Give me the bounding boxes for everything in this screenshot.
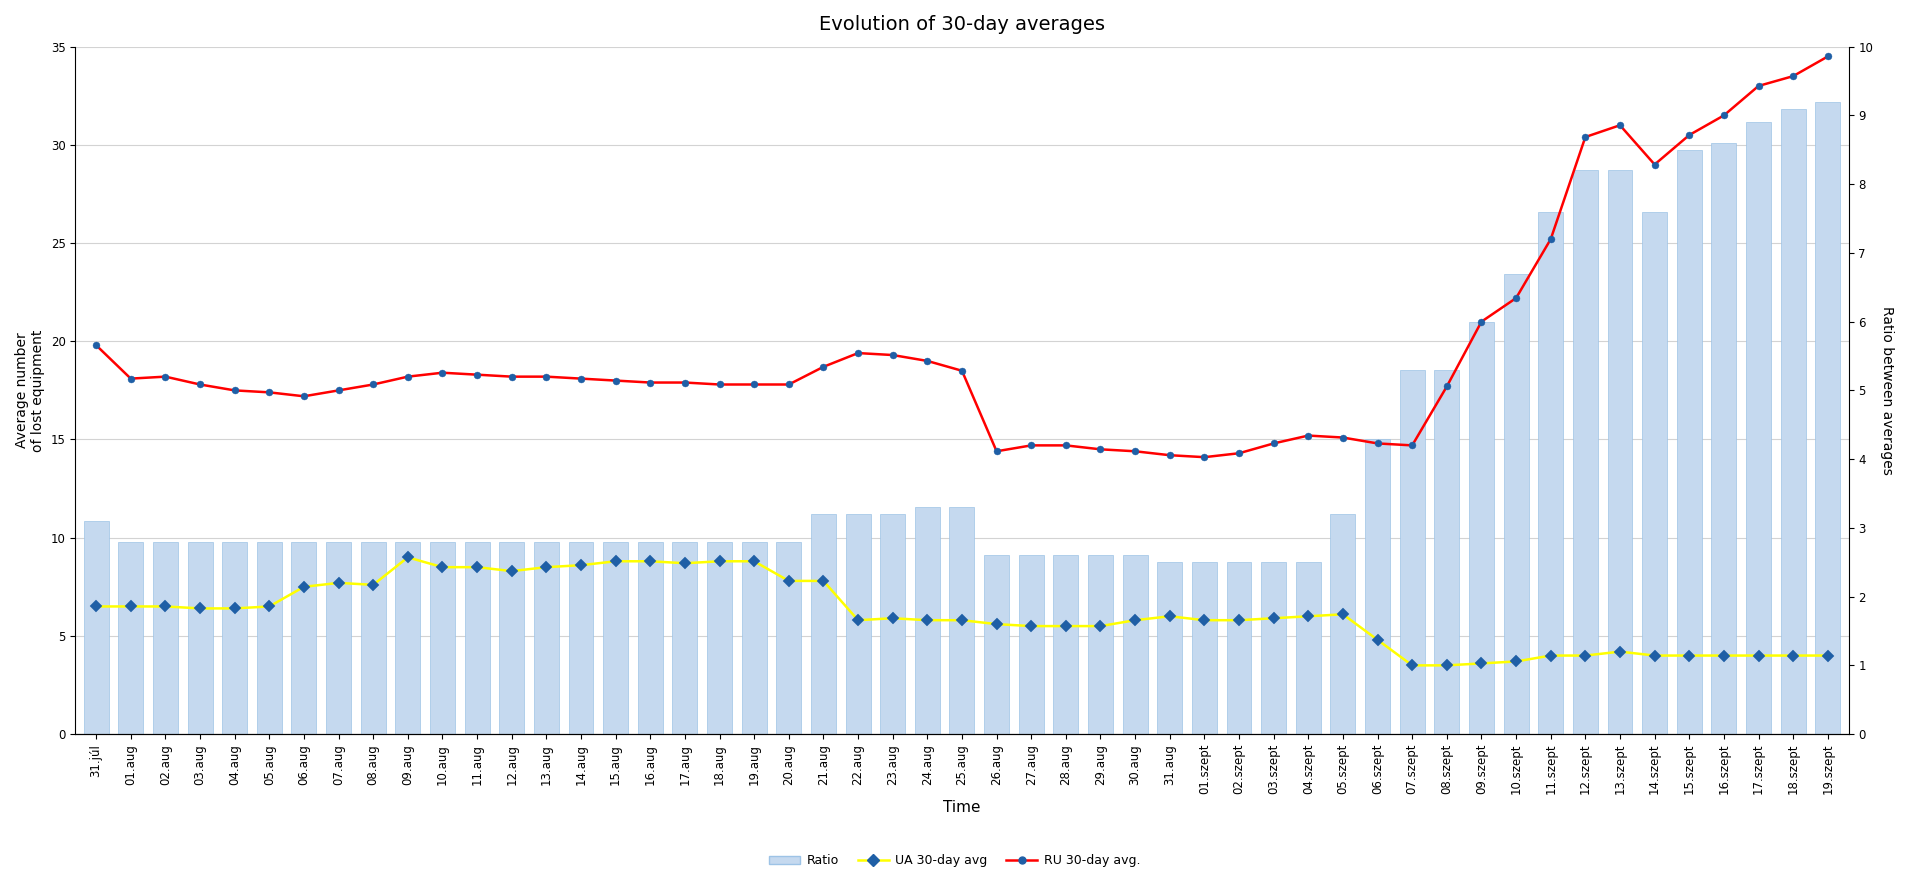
Bar [464, 541, 489, 734]
Bar [221, 541, 246, 734]
Bar [1054, 555, 1079, 734]
RU 30-day avg. [1193, 452, 1216, 463]
Bar [430, 541, 454, 734]
RU 30-day avg. [84, 340, 107, 351]
UA 30-day avg [500, 566, 523, 577]
Bar [1815, 102, 1840, 734]
RU 30-day avg. [1815, 51, 1838, 62]
UA 30-day avg [1781, 650, 1804, 660]
UA 30-day avg [1367, 635, 1390, 645]
Title: Evolution of 30-day averages: Evolution of 30-day averages [819, 15, 1105, 34]
Bar [1191, 562, 1216, 734]
RU 30-day avg. [466, 369, 489, 380]
Bar [743, 541, 767, 734]
Y-axis label: Ratio between averages: Ratio between averages [1880, 306, 1894, 475]
X-axis label: Time: Time [943, 800, 981, 815]
RU 30-day avg. [603, 375, 626, 386]
Bar [569, 541, 594, 734]
UA 30-day avg [397, 552, 420, 562]
UA 30-day avg [674, 558, 697, 569]
Bar [1676, 150, 1701, 734]
Legend: Ratio, UA 30-day avg, RU 30-day avg.: Ratio, UA 30-day avg, RU 30-day avg. [764, 849, 1145, 872]
Bar [1296, 562, 1321, 734]
Bar [1157, 562, 1182, 734]
Bar [118, 541, 143, 734]
Bar [258, 541, 283, 734]
Y-axis label: Average number
of lost equipment: Average number of lost equipment [15, 329, 46, 451]
Bar [1747, 122, 1772, 734]
Bar [84, 521, 109, 734]
Bar [292, 541, 317, 734]
Bar [1088, 555, 1113, 734]
Bar [846, 514, 871, 734]
Bar [914, 507, 939, 734]
Bar [1781, 109, 1806, 734]
Bar [638, 541, 662, 734]
Line: RU 30-day avg.: RU 30-day avg. [94, 53, 1831, 461]
Bar [361, 541, 386, 734]
RU 30-day avg. [640, 377, 662, 388]
Bar [1019, 555, 1044, 734]
Bar [777, 541, 802, 734]
RU 30-day avg. [1781, 71, 1804, 81]
Bar [706, 541, 731, 734]
Bar [672, 541, 697, 734]
Bar [153, 541, 178, 734]
UA 30-day avg [1401, 660, 1424, 671]
Bar [880, 514, 905, 734]
Bar [1712, 143, 1737, 734]
Bar [949, 507, 974, 734]
Bar [500, 541, 525, 734]
Bar [1227, 562, 1252, 734]
Bar [1365, 439, 1390, 734]
Bar [1573, 170, 1598, 734]
Bar [1642, 212, 1667, 734]
Bar [1470, 321, 1495, 734]
Bar [535, 541, 559, 734]
Bar [603, 541, 628, 734]
Bar [326, 541, 351, 734]
UA 30-day avg [1262, 613, 1285, 623]
Bar [1399, 370, 1424, 734]
Bar [187, 541, 212, 734]
UA 30-day avg [1815, 650, 1838, 660]
Bar [1331, 514, 1355, 734]
UA 30-day avg [84, 601, 107, 612]
RU 30-day avg. [1367, 438, 1390, 449]
Bar [1539, 212, 1563, 734]
Bar [1434, 370, 1458, 734]
Bar [1504, 274, 1529, 734]
Bar [1122, 555, 1147, 734]
Line: UA 30-day avg: UA 30-day avg [92, 553, 1833, 669]
UA 30-day avg [640, 556, 662, 567]
Bar [985, 555, 1010, 734]
Bar [1262, 562, 1287, 734]
Bar [811, 514, 836, 734]
RU 30-day avg. [1262, 438, 1285, 449]
Bar [1607, 170, 1632, 734]
Bar [395, 541, 420, 734]
